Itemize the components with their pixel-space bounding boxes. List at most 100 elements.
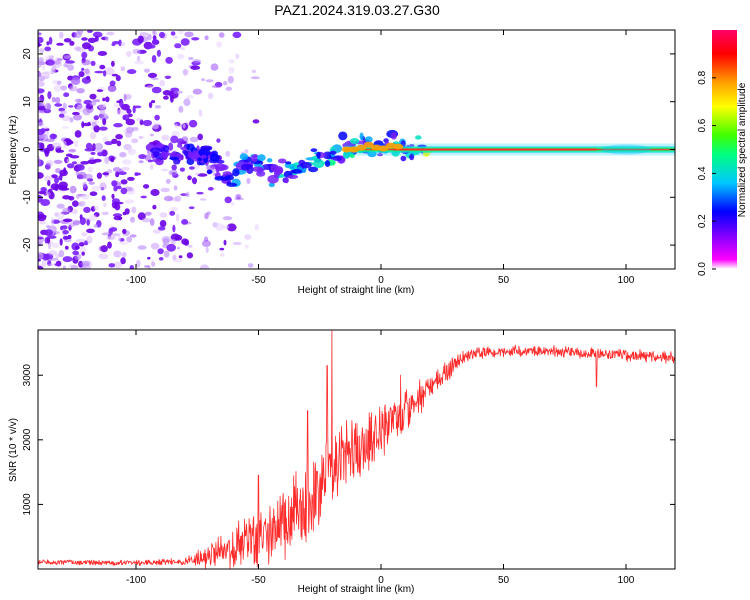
spectrogram-speckle: [111, 73, 119, 77]
spectrogram-speckle: [65, 153, 73, 157]
spectrogram-speckle: [172, 254, 177, 260]
spectrogram-ridge-blob: [197, 157, 203, 162]
spectrogram-speckle: [62, 236, 69, 240]
spectrogram-speckle: [110, 156, 115, 163]
spectrogram-speckle: [226, 223, 237, 232]
spectrogram-ridge-blob: [316, 151, 321, 159]
spectrogram-speckle: [115, 75, 121, 82]
spectrogram-speckle: [178, 105, 184, 113]
spectrogram-speckle: [157, 248, 164, 255]
spectrogram-speckle: [123, 93, 127, 102]
spectrogram-speckle: [81, 67, 85, 71]
spectrogram-speckle: [101, 211, 110, 216]
spectrogram-speckle: [204, 212, 209, 220]
spectrogram-speckle: [137, 245, 147, 250]
spectrogram-speckle: [138, 154, 147, 160]
spectrogram-speckle: [66, 55, 71, 58]
spectrogram-speckle: [136, 259, 141, 268]
spectrogram-speckle: [93, 115, 100, 121]
spectrogram-speckle: [149, 218, 155, 226]
colorbar-tick-label: 0.0: [697, 262, 708, 276]
spectrogram-speckle: [171, 164, 177, 171]
spectrogram-speckle: [38, 97, 43, 103]
spectrogram-speckle: [115, 171, 120, 178]
spectrogram-speckle: [182, 123, 186, 129]
snr-plot-frame: [37, 329, 676, 570]
spectrogram-speckle: [120, 67, 126, 72]
spectrogram-speckle: [91, 185, 101, 191]
spectrogram-speckle: [46, 224, 50, 229]
spectrogram-speckle: [45, 192, 51, 196]
spectrogram-speckle: [91, 121, 98, 127]
spectrogram-speckle: [89, 93, 97, 100]
spectrogram-speckle: [186, 252, 194, 259]
spectrogram-speckle: [188, 206, 195, 210]
spectrogram-speckle: [163, 95, 169, 100]
spectrogram-speckle: [147, 33, 152, 41]
snr-x-ticks: -100 -50 0 50 100: [126, 330, 635, 586]
spectrogram-speckle: [189, 166, 195, 170]
spectrogram-speckle: [60, 225, 64, 231]
spectrogram-speckle: [102, 172, 109, 176]
spectrogram-ridge-blob: [273, 169, 280, 178]
spectrogram-speckle: [187, 175, 192, 181]
spectrogram-speckle: [50, 217, 55, 226]
spectrogram-speckle: [130, 234, 137, 238]
spectrogram-speckle: [72, 161, 77, 165]
spectrogram-speckle: [225, 86, 233, 91]
spectrogram-speckle: [153, 229, 161, 234]
spectrogram-ridge-blob: [192, 150, 199, 155]
spectrogram-speckle: [70, 77, 81, 85]
spectrogram-speckle: [177, 246, 180, 250]
spectrogram-speckle: [107, 169, 113, 174]
spectrogram-speckle: [184, 31, 194, 38]
spectrogram-speckle: [86, 235, 93, 244]
spectrogram-speckle: [55, 168, 61, 174]
spectrogram-speckle: [103, 202, 107, 208]
spectrogram-speckle: [59, 169, 68, 177]
spectrogram-speckle: [129, 265, 134, 269]
spectrogram-speckle: [99, 182, 107, 191]
spectrogram-speckle: [87, 166, 94, 173]
spectrogram-speckle: [93, 205, 100, 210]
spectrogram-speckle: [225, 150, 231, 157]
spectrogram-speckle: [113, 250, 122, 258]
spectrogram-speckle: [74, 46, 82, 51]
spectrogram-speckle: [87, 30, 93, 33]
spectrogram-speckle: [172, 224, 176, 233]
spectrogram-speckle: [232, 31, 242, 39]
spectrogram-speckle: [69, 264, 74, 268]
spectrogram-speckle: [75, 238, 86, 243]
spectrogram-speckle: [39, 48, 45, 53]
spectrogram-speckle: [147, 256, 151, 260]
spectrogram-speckle: [120, 257, 126, 265]
spectrogram-speckle: [161, 134, 170, 141]
colorbar-gradient: [712, 30, 737, 269]
spectrogram-ridge-blob: [173, 159, 181, 165]
spectrogram-ridge-blob: [390, 132, 397, 140]
spectrogram-speckle: [52, 142, 62, 149]
spectrogram-speckle: [94, 143, 104, 150]
spectrogram-speckle: [92, 31, 103, 38]
spectrogram-speckle: [152, 204, 157, 210]
spectrogram-speckle: [136, 55, 141, 62]
spectrogram-ridge-blob: [359, 132, 364, 141]
spectrogram-speckle: [94, 70, 104, 74]
spectrogram-speckle: [122, 115, 126, 120]
spectrogram-speckle: [181, 219, 189, 225]
spectrogram-speckle: [38, 113, 41, 121]
spectrogram-speckle: [59, 31, 64, 39]
spectrogram-speckle: [127, 186, 134, 192]
spectrogram-speckle: [80, 260, 91, 267]
spectrogram-speckle: [244, 244, 249, 249]
spectrogram-speckle: [104, 36, 109, 42]
spectrogram-speckle: [161, 168, 169, 171]
spectrogram-speckle: [197, 133, 203, 141]
spectrogram-speckle: [63, 92, 70, 97]
spectrogram-speckle: [69, 40, 75, 46]
spectrogram-speckle: [40, 187, 47, 192]
spectrogram-track-knot: [393, 143, 404, 150]
spectrogram-speckle: [134, 60, 144, 65]
spectrogram-speckle: [51, 174, 58, 179]
spectrogram-speckle: [191, 177, 196, 184]
